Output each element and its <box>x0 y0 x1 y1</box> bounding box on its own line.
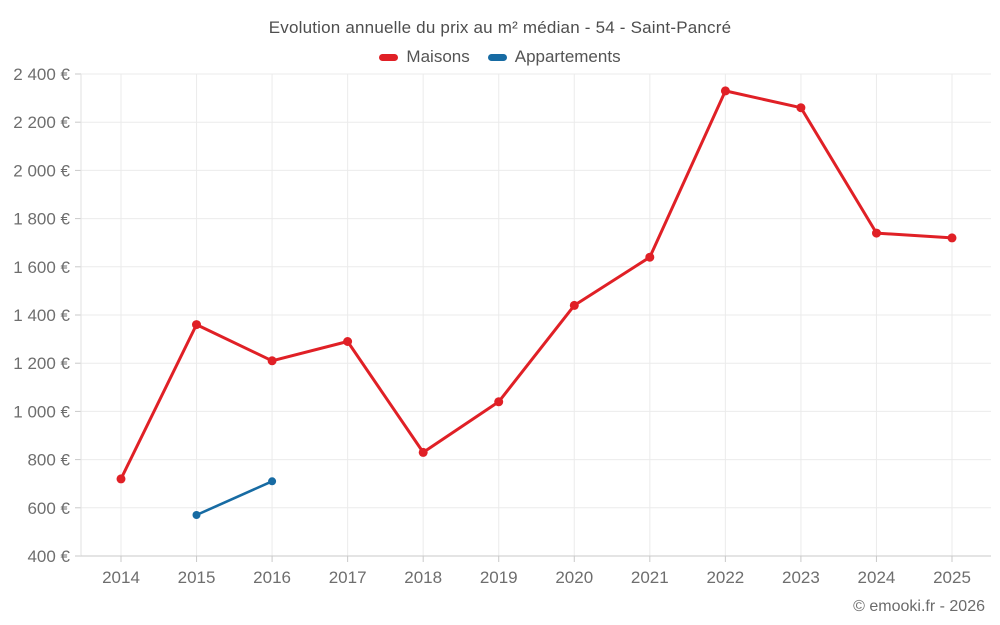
svg-text:1 200 €: 1 200 € <box>13 354 70 373</box>
svg-text:400 €: 400 € <box>27 547 70 566</box>
svg-text:2015: 2015 <box>178 568 216 587</box>
svg-text:2016: 2016 <box>253 568 291 587</box>
svg-text:2018: 2018 <box>404 568 442 587</box>
svg-text:2023: 2023 <box>782 568 820 587</box>
legend-item-maisons[interactable]: Maisons <box>379 47 470 67</box>
svg-text:2 000 €: 2 000 € <box>13 161 70 180</box>
svg-text:2 200 €: 2 200 € <box>13 113 70 132</box>
footer-credit: © emooki.fr - 2026 <box>853 598 985 615</box>
svg-text:2022: 2022 <box>706 568 744 587</box>
svg-text:2020: 2020 <box>555 568 593 587</box>
chart-title: Evolution annuelle du prix au m² médian … <box>268 18 732 37</box>
legend-swatch-maisons-icon <box>379 53 399 61</box>
svg-text:2021: 2021 <box>631 568 669 587</box>
svg-text:800 €: 800 € <box>27 451 70 470</box>
svg-text:2 400 €: 2 400 € <box>13 65 70 84</box>
svg-text:1 400 €: 1 400 € <box>13 306 70 325</box>
svg-text:2014: 2014 <box>102 568 140 587</box>
chart-header: Evolution annuelle du prix au m² médian … <box>0 0 1000 67</box>
svg-text:2019: 2019 <box>480 568 518 587</box>
svg-text:1 800 €: 1 800 € <box>13 210 70 229</box>
legend-label-maisons: Maisons <box>406 47 470 66</box>
legend-swatch-appartements-icon <box>487 53 507 61</box>
svg-text:1 600 €: 1 600 € <box>13 258 70 277</box>
svg-text:2024: 2024 <box>858 568 896 587</box>
legend-item-appartements[interactable]: Appartements <box>487 47 621 67</box>
svg-text:1 000 €: 1 000 € <box>13 402 70 421</box>
svg-text:600 €: 600 € <box>27 499 70 518</box>
legend: Maisons Appartements <box>0 47 1000 67</box>
svg-text:2017: 2017 <box>329 568 367 587</box>
legend-label-appartements: Appartements <box>514 47 621 66</box>
svg-text:2025: 2025 <box>933 568 971 587</box>
